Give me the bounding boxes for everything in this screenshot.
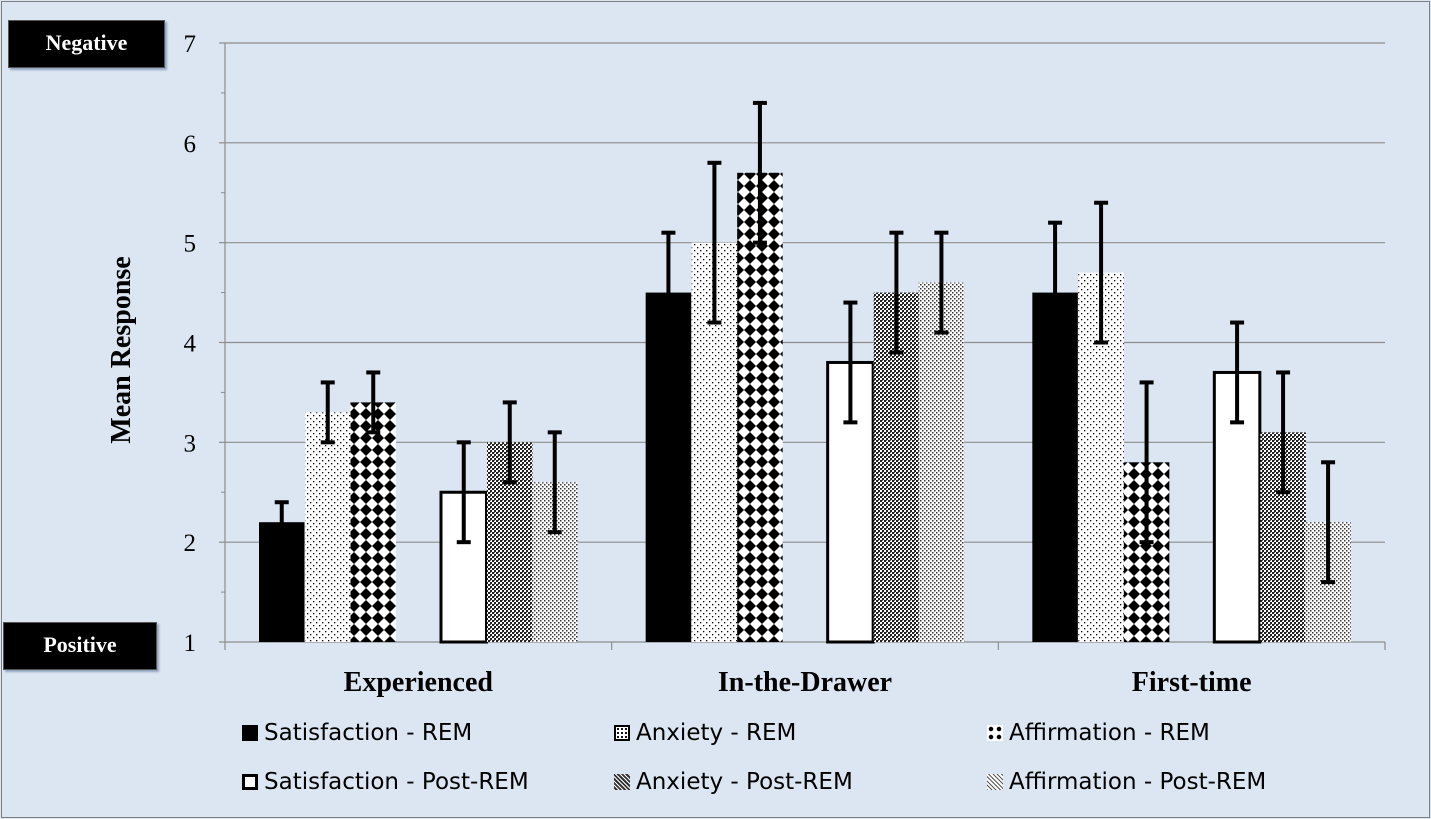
y-tick-label: 5: [184, 231, 197, 258]
legend-swatch: [614, 774, 630, 790]
legend-swatch: [987, 774, 1003, 790]
legend-label: Affirmation - Post-REM: [1009, 769, 1267, 795]
legend-label: Satisfaction - Post-REM: [264, 769, 529, 795]
legend-item: Satisfaction - Post-REM: [242, 769, 529, 795]
legend-item: Affirmation - REM: [987, 720, 1210, 746]
axis-labels: 1 2 3 4 5 6 7 Experienced In-the-Drawer First-tim…: [106, 31, 1252, 698]
legend-swatch: [242, 774, 258, 790]
bar: [737, 172, 783, 643]
legend-label: Anxiety - Post-REM: [636, 769, 853, 795]
legend-swatch: [987, 725, 1003, 741]
y-tick-label: 2: [184, 530, 197, 557]
y-tick-label: 3: [184, 430, 197, 457]
legend-item: Satisfaction - REM: [242, 720, 472, 746]
y-axis-title: Mean Response: [106, 256, 137, 443]
bar: [305, 412, 351, 642]
y-tick-label: 4: [184, 331, 197, 358]
legend-swatch: [242, 725, 258, 741]
legend-item: Affirmation - Post-REM: [987, 769, 1266, 795]
gridlines: [225, 42, 1385, 543]
bar: [350, 402, 396, 642]
legend-item: Anxiety - REM: [614, 720, 796, 746]
x-category-label: In-the-Drawer: [718, 667, 892, 698]
legend-label: Affirmation - REM: [1009, 720, 1210, 746]
x-category-label: First-time: [1132, 667, 1252, 698]
y-tick-label: 1: [184, 630, 197, 657]
positive-label: Positive: [3, 622, 157, 670]
legend-label: Satisfaction - REM: [264, 720, 473, 746]
negative-label: Negative: [8, 20, 165, 68]
y-tick-label: 6: [184, 131, 197, 158]
y-tick-label: 7: [184, 31, 197, 58]
axes: [219, 42, 1386, 650]
legend-item: Anxiety - Post-REM: [614, 769, 853, 795]
x-category-label: Experienced: [344, 667, 494, 698]
bar: [918, 282, 965, 642]
legend-label: Anxiety - REM: [636, 720, 797, 746]
error-bars: [274, 100, 1336, 585]
legend-swatch: [614, 725, 630, 741]
